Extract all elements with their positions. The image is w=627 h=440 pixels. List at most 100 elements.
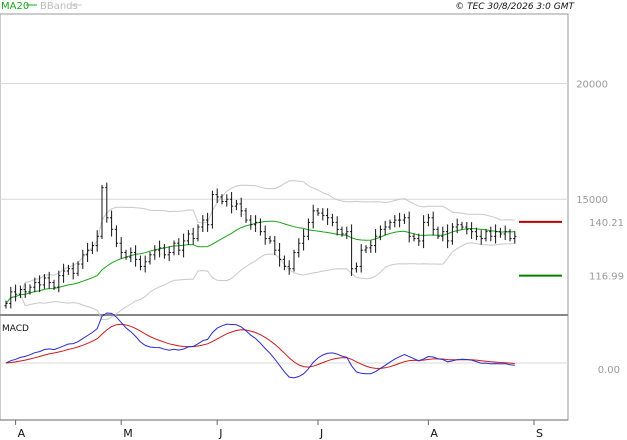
price-bar bbox=[105, 182, 109, 223]
price-bar bbox=[302, 229, 306, 251]
price-bar bbox=[330, 213, 334, 227]
price-bar bbox=[71, 262, 75, 280]
price-bar bbox=[369, 240, 373, 253]
price-bar bbox=[95, 230, 99, 252]
price-bars bbox=[4, 182, 517, 309]
price-bar bbox=[186, 230, 190, 245]
price-bar bbox=[18, 285, 22, 299]
price-bar bbox=[460, 221, 464, 230]
price-bar bbox=[268, 235, 272, 244]
bollinger-bands bbox=[5, 180, 515, 321]
price-bar bbox=[14, 284, 18, 302]
price-bar bbox=[436, 226, 440, 240]
price-bar bbox=[220, 194, 224, 205]
price-bar bbox=[138, 255, 142, 271]
price-bar bbox=[489, 226, 493, 242]
price-bar bbox=[234, 199, 238, 211]
price-bar bbox=[206, 212, 210, 232]
price-bar bbox=[340, 226, 344, 237]
price-bar bbox=[393, 215, 397, 228]
y-tick-label-0: 20000 bbox=[576, 79, 608, 90]
price-bar bbox=[177, 238, 181, 256]
macd-line bbox=[5, 312, 515, 379]
price-bar bbox=[119, 237, 123, 259]
price-bar bbox=[503, 225, 507, 241]
price-bar bbox=[326, 208, 330, 225]
price-bar bbox=[249, 215, 253, 230]
price-bar bbox=[297, 238, 301, 258]
price-bar bbox=[239, 197, 243, 217]
price-bar bbox=[225, 194, 229, 207]
price-bar bbox=[110, 210, 114, 237]
price-bar bbox=[134, 245, 138, 267]
price-bar bbox=[350, 224, 354, 276]
price-bar bbox=[402, 213, 406, 224]
copyright-text: © TEC 30/8/2026 3:0 GMT bbox=[455, 2, 575, 12]
resistance-level-label: 140.21 bbox=[589, 218, 624, 229]
price-bar bbox=[513, 231, 517, 244]
price-bar bbox=[398, 212, 402, 228]
price-bar bbox=[498, 227, 502, 238]
price-bar bbox=[431, 211, 435, 236]
price-bar bbox=[412, 233, 416, 242]
price-bar bbox=[254, 215, 258, 232]
price-bar bbox=[57, 270, 61, 293]
price-bar bbox=[66, 264, 70, 275]
price-bar bbox=[321, 208, 325, 221]
price-bar bbox=[364, 245, 368, 253]
price-bar bbox=[172, 240, 176, 256]
price-bar bbox=[129, 247, 133, 263]
price-bar bbox=[422, 215, 426, 249]
price-bar bbox=[374, 229, 378, 253]
price-bar bbox=[114, 225, 118, 248]
price-bar bbox=[124, 249, 128, 260]
price-bar bbox=[359, 244, 363, 273]
y-axis-labels: 20000 15000 0.00 bbox=[576, 79, 620, 376]
price-bar bbox=[426, 213, 430, 227]
price-bar bbox=[407, 211, 411, 243]
legend-bbands: BBands bbox=[40, 1, 78, 12]
price-bar bbox=[148, 252, 152, 265]
price-bar bbox=[62, 263, 66, 283]
price-bar bbox=[465, 222, 469, 235]
month-label-2: J bbox=[218, 427, 222, 440]
price-bar bbox=[388, 219, 392, 230]
price-bar bbox=[474, 227, 478, 241]
price-bar bbox=[417, 233, 421, 246]
price-bar bbox=[143, 255, 147, 273]
price-bar bbox=[494, 224, 498, 244]
price-bar bbox=[378, 225, 382, 241]
price-bar bbox=[335, 216, 339, 236]
price-bar bbox=[244, 208, 248, 223]
month-label-5: S bbox=[536, 427, 543, 440]
price-bar bbox=[450, 223, 454, 245]
price-bar bbox=[196, 224, 200, 242]
price-bar bbox=[287, 260, 291, 275]
price-bar bbox=[479, 230, 483, 245]
price-bar bbox=[354, 262, 358, 273]
price-bar bbox=[28, 284, 32, 295]
price-bar bbox=[258, 218, 262, 236]
price-bar bbox=[311, 204, 315, 229]
bbands-upper-line bbox=[5, 180, 515, 304]
price-bar bbox=[90, 241, 94, 255]
price-bar bbox=[470, 222, 474, 239]
price-bar bbox=[292, 249, 296, 272]
price-levels: 140.21 116.99 bbox=[519, 218, 624, 283]
price-bar bbox=[52, 279, 56, 290]
price-bar bbox=[23, 283, 27, 298]
price-bar bbox=[316, 208, 320, 216]
bbands-lower-line bbox=[5, 242, 515, 321]
price-bar bbox=[282, 255, 286, 271]
price-bar bbox=[167, 246, 171, 261]
price-bar bbox=[306, 218, 310, 241]
month-label-0: A bbox=[18, 427, 26, 440]
macd-y-tick-label-0: 0.00 bbox=[598, 365, 620, 376]
macd-panel-title: MACD bbox=[2, 324, 29, 334]
price-bar bbox=[158, 240, 162, 258]
price-bar bbox=[42, 274, 46, 289]
month-label-1: M bbox=[123, 427, 133, 440]
price-bar bbox=[9, 286, 13, 309]
